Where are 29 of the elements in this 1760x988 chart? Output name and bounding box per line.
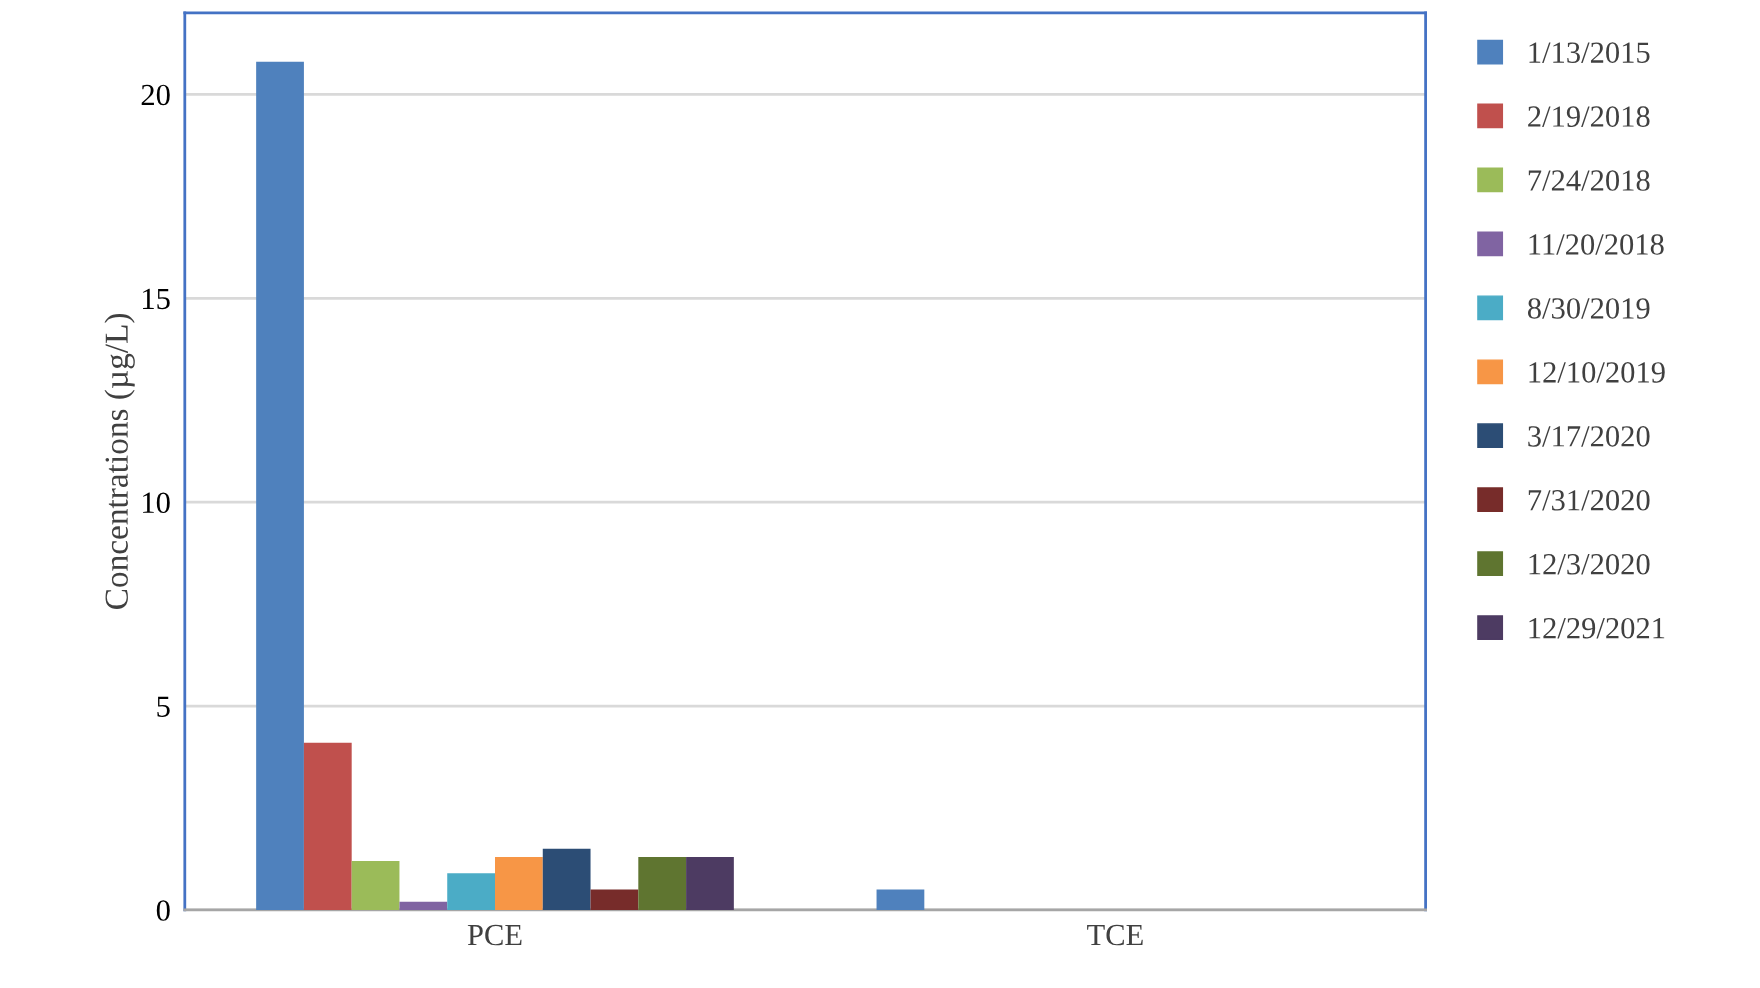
bar bbox=[351, 861, 400, 910]
legend-label: 1/13/2015 bbox=[1529, 42, 1650, 63]
x-tick-label: PCE bbox=[467, 924, 522, 946]
bar bbox=[876, 889, 925, 910]
legend-label: 12/3/2020 bbox=[1529, 553, 1650, 575]
y-axis-title: Concentrations (µg/L) bbox=[104, 313, 135, 609]
y-tick-label: 5 bbox=[157, 696, 170, 717]
legend-label: 8/30/2019 bbox=[1527, 298, 1650, 319]
y-tick-label: 15 bbox=[143, 288, 170, 310]
y-tick-label: 10 bbox=[143, 492, 170, 514]
legend-label: 3/17/2020 bbox=[1528, 426, 1650, 447]
legend-label: 12/29/2021 bbox=[1529, 617, 1665, 639]
legend-label: 2/19/2018 bbox=[1528, 106, 1650, 127]
legend-label: 11/20/2018 bbox=[1529, 234, 1664, 255]
y-tick-label: 0 bbox=[156, 900, 170, 921]
legend-label: 7/24/2018 bbox=[1528, 170, 1650, 191]
bar bbox=[542, 848, 591, 910]
bar bbox=[399, 901, 448, 910]
y-tick-label: 20 bbox=[141, 84, 170, 106]
legend-label: 12/10/2019 bbox=[1529, 362, 1665, 383]
bar bbox=[590, 889, 639, 910]
bar bbox=[447, 873, 495, 910]
bar bbox=[495, 856, 543, 910]
bar bbox=[303, 742, 352, 910]
legend-label: 7/31/2020 bbox=[1528, 489, 1650, 511]
bar bbox=[638, 856, 687, 910]
bar bbox=[686, 856, 734, 910]
bar bbox=[256, 61, 304, 910]
x-tick-label: TCE bbox=[1087, 924, 1143, 946]
